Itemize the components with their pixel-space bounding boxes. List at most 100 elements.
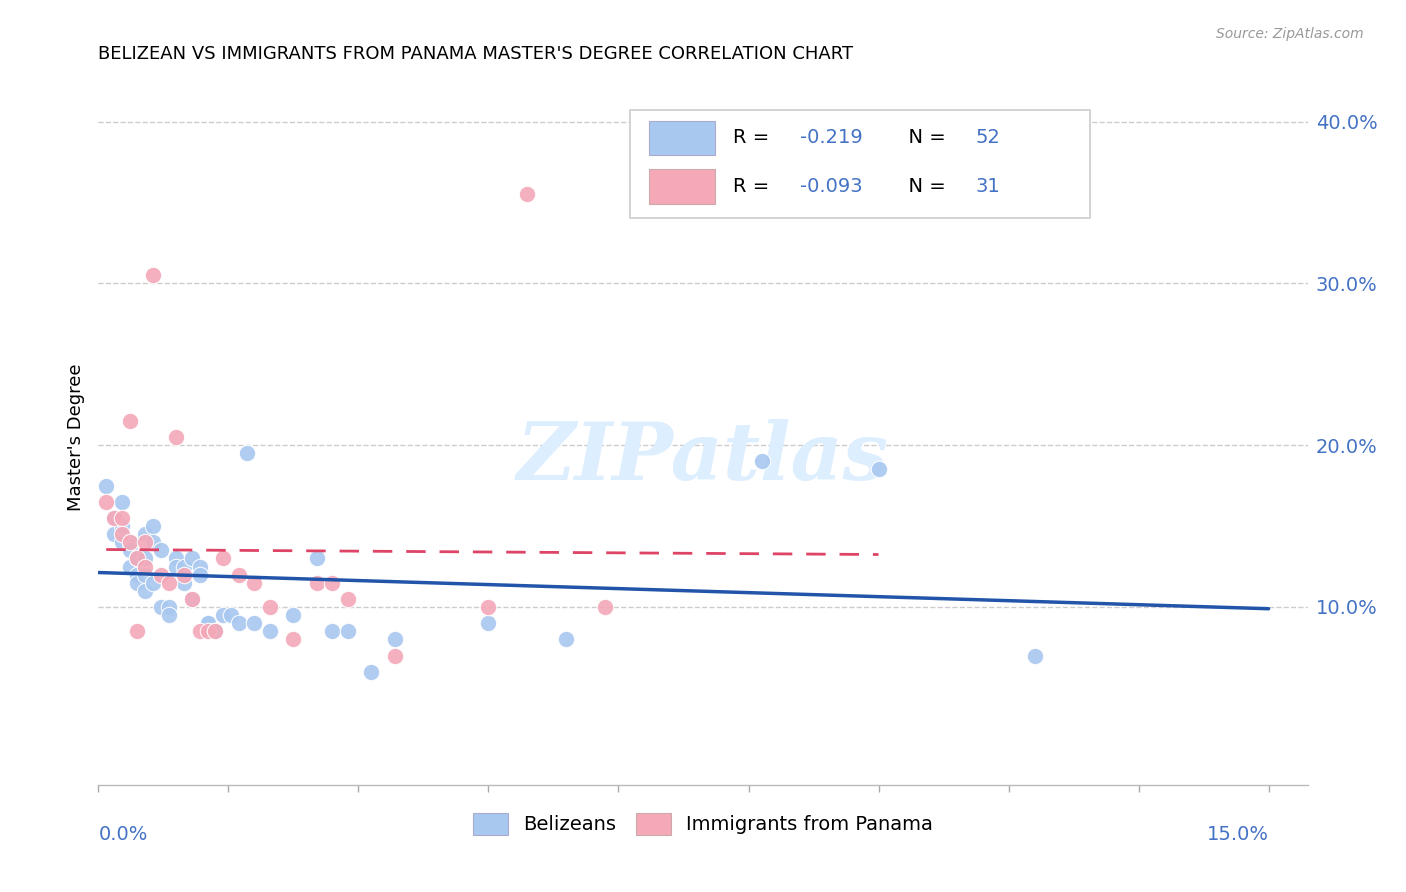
Point — [204, 624, 226, 639]
Point — [555, 632, 578, 647]
Point — [173, 575, 195, 590]
Point — [149, 543, 172, 558]
Point — [118, 535, 141, 549]
Point — [1024, 648, 1046, 663]
Point — [134, 551, 156, 566]
Point — [384, 632, 406, 647]
Point — [283, 632, 305, 647]
Point — [259, 599, 281, 614]
Point — [134, 559, 156, 574]
Point — [103, 511, 125, 525]
Legend: Belizeans, Immigrants from Panama: Belizeans, Immigrants from Panama — [463, 803, 943, 845]
Point — [142, 268, 165, 283]
Point — [228, 567, 250, 582]
FancyBboxPatch shape — [648, 169, 716, 204]
Point — [165, 551, 187, 566]
Point — [477, 616, 499, 631]
Point — [228, 616, 250, 631]
Text: -0.093: -0.093 — [800, 178, 862, 196]
Point — [118, 559, 141, 574]
Point — [96, 478, 118, 492]
Text: N =: N = — [897, 128, 952, 147]
Point — [103, 511, 125, 525]
Point — [173, 559, 195, 574]
Point — [118, 414, 141, 428]
Point — [149, 567, 172, 582]
Point — [142, 575, 165, 590]
Point — [305, 551, 328, 566]
Point — [134, 583, 156, 598]
Text: N =: N = — [897, 178, 952, 196]
Point — [127, 575, 149, 590]
Point — [111, 519, 134, 533]
Point — [165, 430, 187, 444]
Point — [127, 551, 149, 566]
Point — [134, 535, 156, 549]
Point — [259, 624, 281, 639]
Point — [516, 187, 538, 202]
Point — [173, 567, 195, 582]
FancyBboxPatch shape — [630, 110, 1090, 218]
Point — [204, 624, 226, 639]
Point — [243, 575, 266, 590]
Point — [127, 551, 149, 566]
Point — [321, 624, 343, 639]
Point — [188, 567, 211, 582]
Point — [305, 575, 328, 590]
Text: 15.0%: 15.0% — [1206, 825, 1268, 845]
Text: 52: 52 — [976, 128, 1000, 147]
Point — [219, 608, 242, 623]
Point — [188, 559, 211, 574]
Point — [204, 624, 226, 639]
Point — [868, 462, 890, 476]
Point — [477, 599, 499, 614]
Point — [118, 535, 141, 549]
Point — [118, 543, 141, 558]
Point — [321, 575, 343, 590]
Point — [197, 616, 219, 631]
Point — [181, 551, 204, 566]
Point — [243, 616, 266, 631]
FancyBboxPatch shape — [648, 120, 716, 155]
Point — [111, 535, 134, 549]
Point — [111, 511, 134, 525]
Text: 0.0%: 0.0% — [98, 825, 148, 845]
Text: R =: R = — [734, 178, 776, 196]
Point — [111, 527, 134, 541]
Point — [283, 608, 305, 623]
Point — [134, 567, 156, 582]
Text: -0.219: -0.219 — [800, 128, 862, 147]
Point — [181, 591, 204, 606]
Point — [212, 551, 235, 566]
Point — [157, 608, 180, 623]
Point — [751, 454, 773, 468]
Point — [212, 608, 235, 623]
Text: Source: ZipAtlas.com: Source: ZipAtlas.com — [1216, 27, 1364, 41]
Point — [197, 624, 219, 639]
Point — [595, 599, 617, 614]
Point — [134, 527, 156, 541]
Point — [188, 624, 211, 639]
Point — [96, 495, 118, 509]
Point — [181, 591, 204, 606]
Point — [127, 567, 149, 582]
Point — [384, 648, 406, 663]
Point — [337, 624, 360, 639]
Point — [165, 559, 187, 574]
Point — [337, 591, 360, 606]
Text: BELIZEAN VS IMMIGRANTS FROM PANAMA MASTER'S DEGREE CORRELATION CHART: BELIZEAN VS IMMIGRANTS FROM PANAMA MASTE… — [98, 45, 853, 62]
Text: ZIPatlas: ZIPatlas — [517, 419, 889, 497]
Point — [142, 519, 165, 533]
Point — [235, 446, 257, 460]
Point — [197, 616, 219, 631]
Y-axis label: Master's Degree: Master's Degree — [66, 363, 84, 511]
Point — [157, 599, 180, 614]
Point — [149, 599, 172, 614]
Text: 31: 31 — [976, 178, 1000, 196]
Point — [103, 527, 125, 541]
Point — [142, 535, 165, 549]
Point — [111, 495, 134, 509]
Text: R =: R = — [734, 128, 776, 147]
Point — [360, 665, 382, 679]
Point — [127, 624, 149, 639]
